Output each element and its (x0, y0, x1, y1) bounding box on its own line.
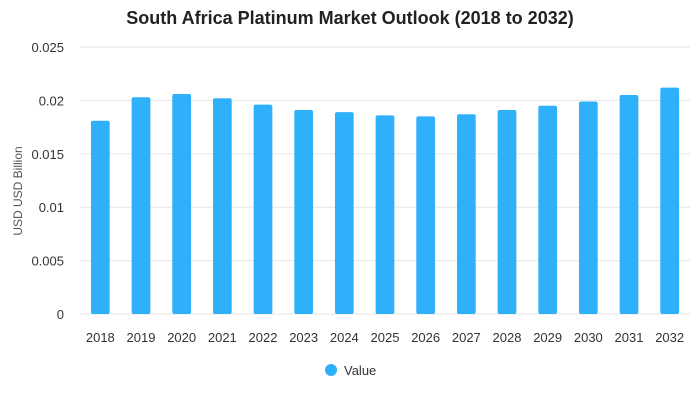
y-axis-title: USD USD Billion (11, 146, 25, 235)
legend-swatch (325, 364, 337, 376)
x-tick-label: 2021 (208, 330, 237, 345)
chart-title: South Africa Platinum Market Outlook (20… (126, 8, 574, 28)
x-tick-label: 2026 (411, 330, 440, 345)
x-tick-label: 2019 (127, 330, 156, 345)
legend[interactable]: Value (325, 363, 376, 378)
bar-2023[interactable] (294, 110, 314, 315)
bar-2030[interactable] (578, 101, 598, 314)
y-tick-label: 0.025 (31, 40, 64, 55)
x-tick-label: 2029 (533, 330, 562, 345)
x-tick-label: 2018 (86, 330, 115, 345)
bar-2024[interactable] (334, 112, 354, 314)
y-tick-label: 0.02 (39, 93, 64, 108)
y-tick-label: 0.01 (39, 200, 64, 215)
y-tick-label: 0 (57, 307, 64, 322)
y-tick-label: 0.005 (31, 254, 64, 269)
bar-2019[interactable] (131, 97, 151, 314)
x-tick-label: 2032 (655, 330, 684, 345)
y-axis-ticks: 0 0.005 0.01 0.015 0.02 0.025 (31, 40, 64, 322)
x-tick-label: 2031 (615, 330, 644, 345)
legend-label: Value (344, 363, 376, 378)
bar-2018[interactable] (90, 120, 110, 314)
x-tick-label: 2025 (371, 330, 400, 345)
bar-2029[interactable] (538, 105, 558, 315)
x-tick-label: 2028 (493, 330, 522, 345)
bar-2021[interactable] (212, 98, 232, 314)
x-tick-label: 2030 (574, 330, 603, 345)
bar-2027[interactable] (456, 114, 476, 314)
y-tick-label: 0.015 (31, 147, 64, 162)
bar-2032[interactable] (660, 87, 680, 314)
x-tick-label: 2020 (167, 330, 196, 345)
bar-2028[interactable] (497, 110, 517, 315)
bars (90, 87, 680, 315)
bar-2026[interactable] (416, 116, 436, 314)
bar-2020[interactable] (172, 93, 192, 314)
x-tick-label: 2024 (330, 330, 359, 345)
bar-2022[interactable] (253, 104, 273, 314)
x-tick-label: 2023 (289, 330, 318, 345)
x-tick-label: 2022 (249, 330, 278, 345)
bar-2025[interactable] (375, 115, 395, 315)
bar-2031[interactable] (619, 95, 639, 314)
x-axis-ticks: 2018 2019 2020 2021 2022 2023 2024 2025 2026 2027… (86, 330, 684, 345)
x-tick-label: 2027 (452, 330, 481, 345)
